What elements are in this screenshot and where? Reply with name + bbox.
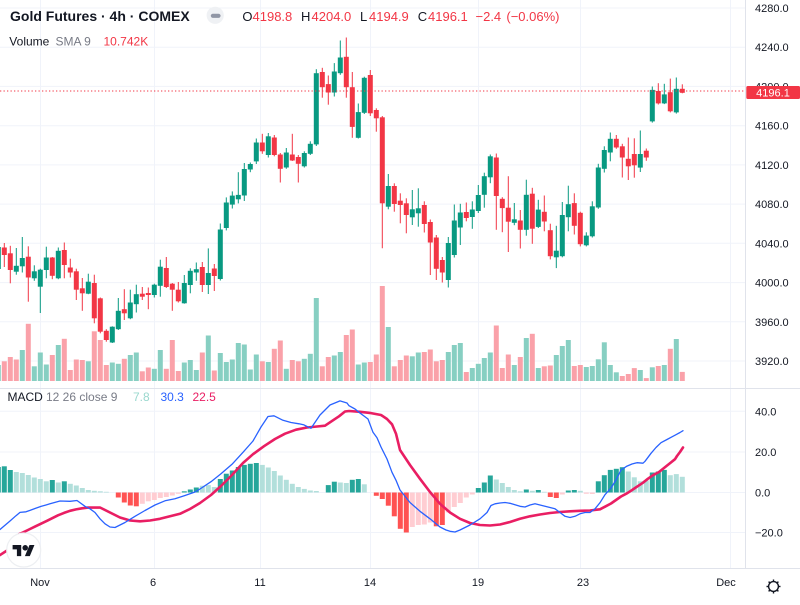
svg-text:−20.0: −20.0 bbox=[755, 528, 783, 540]
svg-text:11: 11 bbox=[254, 577, 265, 589]
svg-text:0.0: 0.0 bbox=[755, 488, 770, 500]
svg-text:3960.0: 3960.0 bbox=[755, 317, 789, 329]
svg-text:MACD: MACD bbox=[8, 390, 44, 404]
svg-text:4000.0: 4000.0 bbox=[755, 278, 789, 290]
svg-text:3920.0: 3920.0 bbox=[755, 356, 789, 368]
svg-text:14: 14 bbox=[364, 577, 376, 589]
svg-text:Dec: Dec bbox=[716, 577, 736, 589]
svg-text:4198.8: 4198.8 bbox=[253, 9, 293, 24]
svg-text:23: 23 bbox=[577, 577, 589, 589]
svg-text:20.0: 20.0 bbox=[755, 447, 776, 459]
svg-text:22.5: 22.5 bbox=[193, 390, 217, 404]
svg-text:(−0.06%): (−0.06%) bbox=[506, 9, 559, 24]
svg-text:4120.0: 4120.0 bbox=[755, 160, 789, 172]
svg-text:C: C bbox=[418, 9, 427, 24]
svg-text:30.3: 30.3 bbox=[161, 390, 185, 404]
svg-text:4160.0: 4160.0 bbox=[755, 121, 789, 133]
svg-text:19: 19 bbox=[472, 577, 484, 589]
svg-text:12 26 close 9: 12 26 close 9 bbox=[46, 390, 118, 404]
svg-text:4040.0: 4040.0 bbox=[755, 238, 789, 250]
svg-text:Volume: Volume bbox=[9, 35, 49, 49]
svg-text:Nov: Nov bbox=[30, 577, 50, 589]
svg-text:10.742K: 10.742K bbox=[104, 35, 149, 49]
svg-text:40.0: 40.0 bbox=[755, 406, 776, 418]
svg-text:7.8: 7.8 bbox=[133, 390, 150, 404]
svg-text:SMA 9: SMA 9 bbox=[56, 35, 92, 49]
svg-text:4204.0: 4204.0 bbox=[312, 9, 352, 24]
svg-text:Gold Futures · 4h · COMEX: Gold Futures · 4h · COMEX bbox=[10, 8, 190, 24]
svg-text:L: L bbox=[360, 9, 367, 24]
svg-text:−2.4: −2.4 bbox=[476, 9, 502, 24]
svg-text:4194.9: 4194.9 bbox=[369, 9, 409, 24]
svg-text:O: O bbox=[242, 9, 252, 24]
svg-text:4280.0: 4280.0 bbox=[755, 3, 789, 15]
svg-text:4196.1: 4196.1 bbox=[756, 87, 790, 99]
svg-text:4196.1: 4196.1 bbox=[428, 9, 468, 24]
svg-text:4240.0: 4240.0 bbox=[755, 42, 789, 54]
svg-text:4080.0: 4080.0 bbox=[755, 199, 789, 211]
svg-text:6: 6 bbox=[150, 577, 156, 589]
svg-text:H: H bbox=[301, 9, 310, 24]
